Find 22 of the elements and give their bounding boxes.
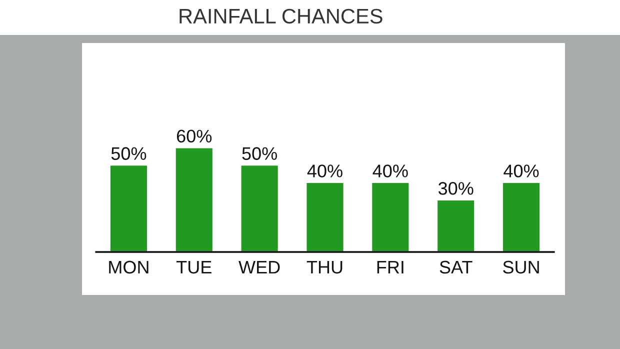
x-tick-label: FRI — [377, 260, 404, 274]
bar — [174, 146, 214, 252]
bar — [240, 164, 280, 252]
x-tick-label: TUE — [176, 260, 212, 274]
bar — [436, 199, 476, 252]
bar — [502, 182, 541, 252]
data-label: 50% — [242, 147, 277, 160]
bar — [305, 182, 345, 252]
bar — [109, 164, 148, 252]
x-tick-label: SAT — [440, 260, 472, 274]
bar — [370, 182, 410, 252]
x-tick-label: SUN — [503, 260, 539, 274]
x-tick-label: WED — [238, 260, 280, 274]
data-label: 40% — [307, 164, 342, 178]
chart-title: RAINFALL CHANCES — [180, 8, 382, 24]
x-tick-label: MON — [109, 260, 148, 274]
data-label: 40% — [372, 164, 408, 178]
data-label: 50% — [111, 147, 146, 160]
data-label: 30% — [438, 182, 474, 195]
data-label: 40% — [504, 164, 539, 178]
data-label: 60% — [176, 130, 212, 143]
x-tick-label: THU — [306, 260, 342, 274]
